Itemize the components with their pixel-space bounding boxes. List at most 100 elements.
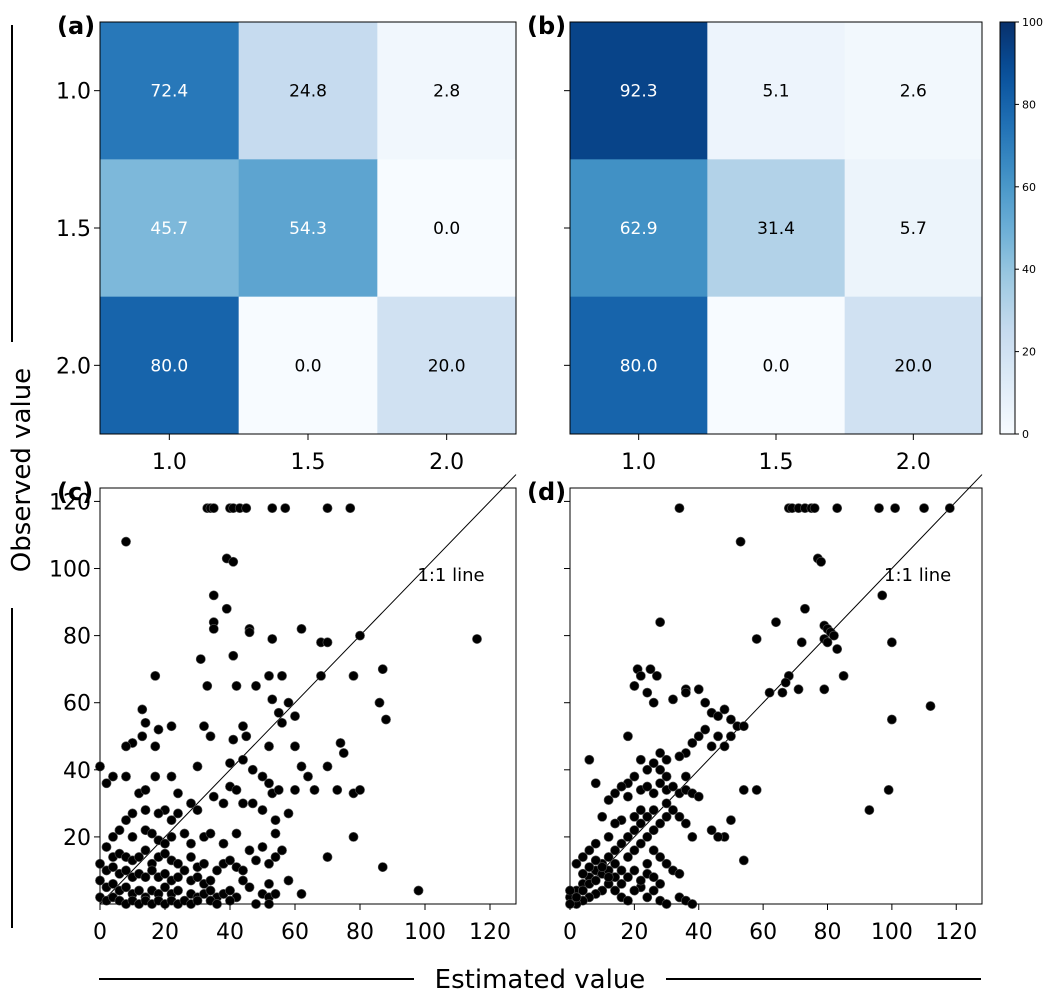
- scatter-frame: [569, 487, 983, 905]
- scatter-point: [267, 694, 278, 705]
- scatter-point: [751, 634, 762, 644]
- scatter-point: [140, 785, 151, 795]
- scatter-point: [238, 721, 248, 732]
- scatter-point: [264, 778, 274, 789]
- scatter-point: [147, 865, 157, 876]
- scatter-point: [173, 808, 183, 819]
- scatter-point: [629, 811, 640, 822]
- scatter-point: [700, 724, 711, 735]
- scatter-point: [121, 536, 131, 547]
- scatter-point: [616, 781, 627, 792]
- heatmap-cell-label: 31.4: [757, 219, 795, 239]
- scatter-point: [629, 681, 640, 691]
- scatter-point: [205, 885, 216, 896]
- y-tick-label: 80: [63, 625, 91, 650]
- scatter-point: [348, 832, 359, 842]
- scatter-point: [355, 630, 365, 641]
- x-tick-label: 2.0: [896, 450, 931, 475]
- scatter-point: [173, 872, 183, 883]
- one-to-one-annotation: 1:1 line: [417, 565, 484, 586]
- heatmap-cell-label: 0.0: [433, 219, 460, 239]
- x-axis-title: Estimated value: [435, 965, 646, 994]
- scatter-point: [127, 832, 138, 842]
- scatter-point: [208, 590, 219, 601]
- heatmap-cell-label: 0.0: [294, 356, 321, 376]
- colorbar: 0 20 40 60 80 100: [999, 16, 1043, 441]
- scatter-point: [616, 878, 627, 889]
- heatmap-cell-label: 54.3: [289, 219, 327, 239]
- scatter-point: [809, 503, 820, 514]
- scatter-point: [571, 858, 582, 869]
- scatter-point: [332, 785, 343, 795]
- colorbar-tick-label: 100: [1022, 16, 1043, 29]
- scatter-point: [652, 670, 662, 681]
- scatter-point: [277, 670, 287, 681]
- scatter-point: [706, 825, 717, 836]
- scatter-point: [264, 878, 274, 889]
- scatter-point: [829, 630, 839, 641]
- scatter-point: [192, 872, 203, 883]
- scatter-point: [864, 805, 875, 815]
- scatter-point: [290, 741, 300, 752]
- scatter-point: [648, 872, 659, 883]
- scatter-point: [296, 761, 307, 772]
- scatter-point: [225, 885, 235, 896]
- scatter-point: [212, 865, 222, 876]
- heatmap-cell: [844, 159, 983, 298]
- scatter-point: [577, 852, 588, 862]
- scatter-point: [134, 885, 144, 896]
- scatter-point: [273, 707, 284, 718]
- heatmap-cell: [844, 296, 983, 435]
- heatmap-cell-label: 80.0: [620, 356, 658, 376]
- scatter-point: [108, 862, 118, 872]
- scatter-point: [687, 738, 698, 748]
- scatter-point: [270, 815, 281, 826]
- heatmap-cell-label: 0.0: [762, 356, 789, 376]
- y-tick-label: 60: [63, 692, 91, 717]
- x-tick-label: 100: [871, 920, 913, 945]
- scatter-point: [192, 805, 203, 815]
- scatter-point: [179, 865, 190, 876]
- scatter-point: [726, 731, 736, 742]
- scatter-point: [108, 832, 118, 842]
- scatter-point: [719, 741, 730, 752]
- colorbar-tick-label: 60: [1022, 181, 1036, 194]
- scatter-panel-d: 0 20 40 60 80 100 120 1:1 line (d): [527, 474, 983, 945]
- x-tick-label: 60: [281, 920, 309, 945]
- x-tick-label: 40: [216, 920, 244, 945]
- colorbar-tick-label: 0: [1022, 428, 1029, 441]
- x-tick-label: 40: [685, 920, 713, 945]
- panel-letter: (c): [57, 478, 93, 506]
- scatter-point: [877, 590, 888, 601]
- x-tick-label: 0: [563, 920, 577, 945]
- heatmap-cell-label: 20.0: [894, 356, 932, 376]
- scatter-point: [648, 788, 659, 799]
- colorbar-bar: [999, 21, 1016, 435]
- scatter-point: [577, 868, 588, 879]
- scatter-point: [101, 778, 112, 789]
- scatter-point: [338, 748, 349, 758]
- scatter-point: [238, 865, 248, 876]
- scatter-point: [668, 694, 678, 705]
- scatter-point: [655, 764, 666, 775]
- scatter-point: [680, 818, 691, 829]
- scatter-point: [264, 858, 274, 869]
- scatter-point: [668, 805, 678, 815]
- scatter-point: [944, 503, 955, 514]
- scatter-point: [661, 811, 672, 822]
- scatter-point: [114, 825, 125, 836]
- scatter-panel-c: 0 20 40 60 80 100 120 20 40 60 80 100 120 1:1 line (c): [49, 474, 517, 945]
- scatter-point: [674, 811, 685, 822]
- scatter-point: [225, 758, 235, 768]
- heatmap-panel-a: 72.4 24.8 2.8 45.7 54.3 0.0 80.0 0.0 20.0 1.0 1.5 2…: [56, 12, 517, 475]
- heatmap-cell-label: 20.0: [428, 356, 466, 376]
- scatter-point: [121, 815, 131, 826]
- scatter-point: [571, 892, 582, 903]
- scatter-point: [648, 697, 659, 708]
- scatter-point: [642, 858, 653, 869]
- scatter-point: [726, 815, 736, 826]
- scatter-point: [648, 758, 659, 768]
- scatter-point: [719, 704, 730, 715]
- scatter-point: [166, 832, 177, 842]
- heatmap-cell: [844, 22, 983, 160]
